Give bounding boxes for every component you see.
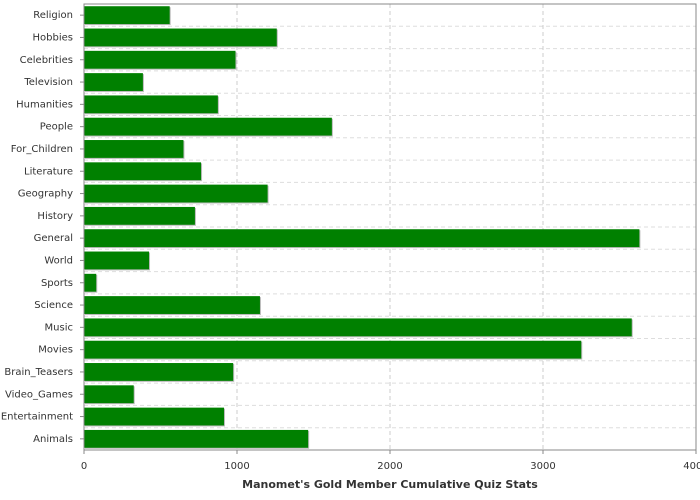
bar bbox=[84, 117, 332, 136]
x-axis-title: Manomet's Gold Member Cumulative Quiz St… bbox=[242, 478, 538, 491]
bar bbox=[84, 206, 195, 225]
bar bbox=[84, 429, 309, 448]
bar bbox=[84, 162, 202, 181]
plot-frame bbox=[83, 3, 697, 451]
y-tick-label: World bbox=[44, 255, 73, 266]
x-tick-label: 4000 bbox=[683, 461, 700, 472]
y-tick-label: Sports bbox=[41, 278, 73, 289]
y-tick-label: Hobbies bbox=[33, 32, 73, 43]
x-tick-label: 0 bbox=[81, 461, 87, 472]
bar bbox=[84, 229, 640, 248]
y-tick-label: Geography bbox=[18, 189, 73, 200]
bar bbox=[84, 73, 143, 91]
y-tick-label: General bbox=[34, 233, 73, 244]
bar bbox=[84, 318, 632, 337]
y-tick-label: Entertainment bbox=[1, 412, 73, 423]
bar bbox=[84, 95, 218, 114]
bar bbox=[84, 184, 268, 203]
y-tick-label: Religion bbox=[33, 10, 73, 21]
y-tick-label: Humanities bbox=[16, 99, 73, 110]
x-tick-label: 1000 bbox=[224, 461, 249, 472]
y-tick-label: Television bbox=[23, 77, 73, 88]
y-tick-label: For_Children bbox=[11, 144, 73, 155]
y-tick-label: Movies bbox=[38, 345, 73, 356]
y-tick-label: Brain_Teasers bbox=[4, 367, 73, 378]
bar bbox=[84, 385, 134, 404]
bar bbox=[84, 296, 260, 314]
y-tick-label: Science bbox=[34, 300, 73, 311]
bar bbox=[84, 273, 97, 292]
y-tick-label: People bbox=[40, 122, 73, 133]
y-tick-label: Video_Games bbox=[5, 389, 73, 400]
bar bbox=[84, 28, 277, 47]
bar bbox=[84, 407, 224, 426]
bar bbox=[84, 363, 234, 381]
x-tick-label: 2000 bbox=[377, 461, 402, 472]
y-tick-label: Animals bbox=[33, 434, 73, 445]
y-tick-label: Music bbox=[45, 322, 73, 333]
x-tick-label: 3000 bbox=[530, 461, 555, 472]
bar bbox=[84, 50, 236, 69]
y-tick-label: Literature bbox=[24, 166, 73, 177]
y-tick-label: History bbox=[37, 211, 73, 222]
bar bbox=[84, 140, 184, 158]
y-tick-label: Celebrities bbox=[20, 55, 73, 66]
bar bbox=[84, 251, 150, 270]
bar bbox=[84, 340, 582, 359]
bar bbox=[84, 6, 170, 25]
